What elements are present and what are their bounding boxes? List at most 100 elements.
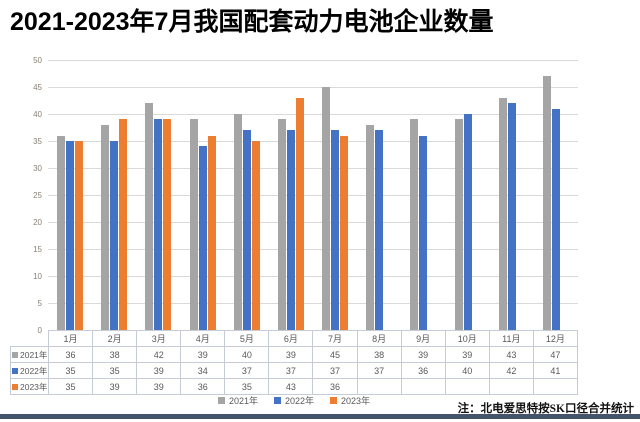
bar-2022年-2月: [110, 141, 119, 330]
table-value-cell: 36: [312, 378, 358, 395]
bar-2022年-6月: [286, 130, 295, 330]
bar-group-8月: [357, 60, 401, 330]
bar-2023年-2月: [119, 119, 128, 330]
y-axis-tick-label: 30: [33, 164, 42, 173]
bar-group-7月: [313, 60, 357, 330]
table-value-cell: 37: [312, 362, 358, 379]
bar-2022年-7月: [331, 130, 340, 330]
table-month-header: 3月: [136, 330, 182, 347]
gridline: [48, 222, 578, 223]
bar-2021年-4月: [189, 119, 198, 330]
gridline: [48, 276, 578, 277]
table-value-cell: 41: [532, 362, 579, 379]
chart-data-table: 1月 2月 3月 4月 5月 6月 7月 8月 9月 10月 11月 12月 2021年 36 38 42 39…: [10, 330, 579, 395]
bar-2022年-10月: [463, 114, 472, 330]
table-value-cell: [400, 378, 446, 395]
table-row-2023年: 2023年 35 39 39 36 35 43 36: [10, 378, 579, 395]
bar-2022年-8月: [375, 130, 384, 330]
table-value-cell: 40: [224, 346, 270, 363]
table-month-header: 10月: [444, 330, 490, 347]
table-month-header: 11月: [488, 330, 534, 347]
legend-item-2021年: 2021年: [217, 394, 258, 407]
series-name-label: 2021年: [20, 349, 48, 360]
bar-group-12月: [534, 60, 578, 330]
bar-2023年-7月: [340, 135, 349, 330]
gridline: [48, 141, 578, 142]
bar-group-9月: [401, 60, 445, 330]
table-value-cell: 36: [47, 346, 94, 363]
table-value-cell: 35: [47, 378, 94, 395]
table-value-cell: 39: [180, 346, 226, 363]
bar-group-1月: [48, 60, 92, 330]
bar-2022年-11月: [507, 103, 516, 330]
y-axis-tick-label: 35: [33, 137, 42, 146]
gridline: [48, 303, 578, 304]
bar-2023年-4月: [207, 135, 216, 330]
table-value-cell: 39: [400, 346, 446, 363]
bar-2022年-12月: [551, 108, 560, 330]
bar-2021年-5月: [233, 114, 242, 330]
table-value-cell: [444, 378, 490, 395]
table-value-cell: 39: [92, 378, 138, 395]
legend-item-2022年: 2022年: [273, 394, 314, 407]
bar-2023年-1月: [75, 141, 84, 330]
bar-group-2月: [92, 60, 136, 330]
bar-group-5月: [225, 60, 269, 330]
source-note: 注：北电爱思特按SK口径合并统计: [457, 403, 634, 415]
y-axis-tick-label: 20: [33, 218, 42, 227]
bar-2021年-6月: [277, 119, 286, 330]
bar-group-11月: [490, 60, 534, 330]
y-axis-tick-label: 50: [33, 56, 42, 65]
table-value-cell: 37: [356, 362, 402, 379]
bar-2023年-3月: [163, 119, 172, 330]
bar-2021年-3月: [145, 103, 154, 330]
table-value-cell: 42: [136, 346, 182, 363]
table-month-header: 12月: [532, 330, 579, 347]
bar-2023年-6月: [295, 97, 304, 330]
bar-group-10月: [446, 60, 490, 330]
bar-2021年-8月: [366, 124, 375, 330]
table-value-cell: 39: [444, 346, 490, 363]
table-value-cell: 39: [268, 346, 314, 363]
table-value-cell: 42: [488, 362, 534, 379]
gridline: [48, 249, 578, 250]
table-value-cell: 36: [180, 378, 226, 395]
series-name-label: 2023年: [20, 381, 48, 392]
y-axis-tick-label: 5: [37, 299, 42, 308]
legend-item-2023年: 2023年: [330, 394, 370, 407]
table-series-key: 2021年: [12, 349, 48, 361]
table-month-header: 8月: [356, 330, 402, 347]
table-month-header: 2月: [92, 330, 138, 347]
bottom-accent-bar: [0, 414, 640, 419]
bar-2023年-5月: [251, 141, 260, 330]
bar-group-4月: [181, 60, 225, 330]
table-value-cell: 35: [47, 362, 94, 379]
bar-2021年-9月: [410, 119, 419, 330]
y-axis-tick-label: 45: [33, 83, 42, 92]
table-value-cell: [488, 378, 534, 395]
gridline: [48, 168, 578, 169]
table-value-cell: 35: [92, 362, 138, 379]
bar-2022年-1月: [66, 141, 75, 330]
table-value-cell: 38: [356, 346, 402, 363]
gridline: [48, 114, 578, 115]
series-color-swatch: [12, 383, 18, 390]
table-value-cell: 43: [488, 346, 534, 363]
bar-2022年-4月: [198, 146, 207, 330]
table-value-cell: 34: [180, 362, 226, 379]
table-series-key: 2023年: [12, 381, 48, 393]
bar-2021年-2月: [101, 124, 110, 330]
bar-group-3月: [136, 60, 180, 330]
bar-2021年-1月: [57, 135, 66, 330]
gridline: [48, 195, 578, 196]
bar-2022年-3月: [154, 119, 163, 330]
table-value-cell: 38: [92, 346, 138, 363]
table-row-2021年: 2021年 36 38 42 39 40 39 45 38 39 39 43 47: [10, 346, 579, 363]
bar-2021年-10月: [454, 119, 463, 330]
bar-2021年-7月: [322, 87, 331, 330]
legend-label: 2021年: [228, 396, 258, 406]
legend-color-swatch: [273, 397, 281, 404]
table-value-cell: [356, 378, 402, 395]
table-month-header: 4月: [180, 330, 226, 347]
plot-area: [48, 60, 578, 331]
